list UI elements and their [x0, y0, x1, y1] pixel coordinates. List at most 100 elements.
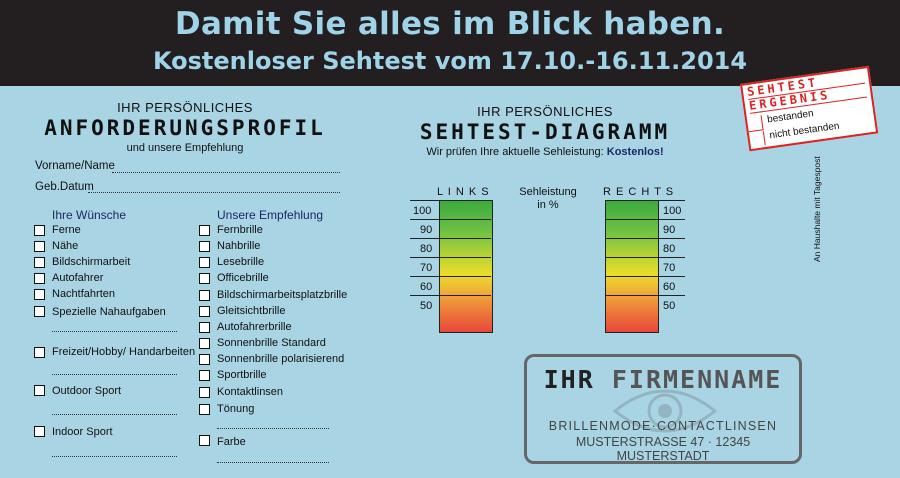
write-line[interactable]	[52, 374, 177, 375]
tick-line	[410, 219, 491, 220]
wishes-heading: Ihre Wünsche	[52, 208, 127, 222]
write-line[interactable]	[52, 414, 177, 415]
wish-label: Autofahrer	[52, 272, 104, 284]
middle-title: SEHTEST-DIAGRAMM	[419, 120, 671, 144]
tick-label: 90	[663, 224, 676, 236]
tick-label: 80	[663, 243, 676, 255]
dob-label: Geb.Datum	[35, 181, 94, 193]
rec-label: Farbe	[217, 436, 246, 448]
company-logo-box: IHR FIRMENNAME BRILLENMODE·CONTACTLINSEN…	[524, 354, 802, 464]
stamp-checkbox-passed[interactable]	[746, 115, 764, 133]
headline: Damit Sie alles im Blick haben.	[174, 6, 726, 42]
checkbox-autofahrerbrille[interactable]	[199, 322, 210, 333]
tick-line	[410, 276, 491, 277]
tick-label: 60	[663, 281, 676, 293]
performance-label: Sehleistung	[519, 186, 577, 198]
stamp-checkbox-failed[interactable]	[748, 131, 766, 148]
tick-label: 60	[420, 281, 433, 293]
rec-label: Fernbrille	[217, 224, 263, 236]
tick-line	[605, 200, 685, 201]
left-subtitle: und unsere Empfehlung	[126, 142, 244, 154]
tick-line	[605, 276, 685, 277]
wish-label: Freizeit/Hobby/ Handarbeiten	[52, 346, 196, 358]
right-eye-bar	[605, 200, 659, 333]
company-tagline: BRILLENMODE·CONTACTLINSEN	[548, 419, 778, 433]
write-line[interactable]	[217, 462, 329, 463]
checkbox-gleitsicht[interactable]	[199, 306, 210, 317]
rec-label: Sportbrille	[217, 369, 267, 381]
header-banner	[0, 0, 900, 86]
tick-label: 90	[420, 224, 433, 236]
rec-label: Autofahrerbrille	[217, 321, 292, 333]
left-eye-bar	[439, 200, 493, 333]
middle-pretitle: IHR PERSÖNLICHES	[477, 104, 613, 119]
checkbox-autofahrer[interactable]	[34, 273, 45, 284]
rec-label: Nahbrille	[217, 240, 261, 252]
company-address: MUSTERSTRASSE 47 · 12345 MUSTERSTADT	[575, 435, 751, 463]
checkbox-naehe[interactable]	[34, 241, 45, 252]
company-name: IHR FIRMENNAME	[543, 365, 783, 394]
tick-label: 70	[663, 262, 676, 274]
tick-line	[410, 295, 491, 296]
tick-label: 100	[413, 205, 432, 217]
checkbox-freizeit[interactable]	[34, 347, 45, 358]
name-label: Vorname/Name	[35, 160, 115, 172]
checkbox-lesebrille[interactable]	[199, 257, 210, 268]
tick-line	[410, 200, 491, 201]
tick-label: 100	[663, 205, 682, 217]
rec-label: Gleitsichtbrille	[217, 305, 286, 317]
tick-label: 50	[420, 300, 433, 312]
wish-label: Spezielle Nahaufgaben	[52, 306, 166, 318]
rec-label: Kontaktlinsen	[217, 386, 284, 398]
checkbox-kontaktlinsen[interactable]	[199, 387, 210, 398]
tick-label: 50	[663, 300, 676, 312]
rec-label: Sonnenbrille Standard	[217, 337, 326, 349]
tick-line	[410, 257, 491, 258]
recommendation-heading: Unsere Empfehlung	[217, 208, 324, 222]
write-line[interactable]	[52, 456, 177, 457]
tick-line	[605, 219, 685, 220]
checkbox-indoor[interactable]	[34, 426, 45, 437]
checkbox-nahaufgaben[interactable]	[34, 306, 45, 317]
rec-label: Tönung	[217, 403, 255, 415]
tick-line	[605, 238, 685, 239]
checkbox-officebrille[interactable]	[199, 273, 210, 284]
left-eye-label: L I N K S	[437, 186, 490, 198]
wish-label: Nachtfahrten	[52, 288, 115, 300]
performance-unit: in %	[537, 199, 559, 211]
name-field[interactable]	[112, 172, 340, 173]
rec-label: Bildschirmarbeitsplatzbrille	[217, 289, 348, 301]
side-note: An Haushalte mit Tagespost	[812, 156, 822, 262]
checkbox-nahbrille[interactable]	[199, 241, 210, 252]
tick-label: 70	[420, 262, 433, 274]
write-line[interactable]	[217, 428, 329, 429]
checkbox-outdoor[interactable]	[34, 385, 45, 396]
middle-subtitle: Wir prüfen Ihre aktuelle Sehleistung: Ko…	[426, 146, 664, 158]
wish-label: Outdoor Sport	[52, 385, 122, 397]
checkbox-sportbrille[interactable]	[199, 370, 210, 381]
tick-label: 80	[420, 243, 433, 255]
wish-label: Ferne	[52, 224, 81, 236]
stamp-option-passed: bestanden	[766, 108, 815, 126]
dob-field[interactable]	[88, 192, 340, 193]
checkbox-bildschirmarbeit[interactable]	[34, 257, 45, 268]
wish-label: Indoor Sport	[52, 426, 113, 438]
checkbox-bildschirmbrille[interactable]	[199, 290, 210, 301]
checkbox-sonnenbrille[interactable]	[199, 338, 210, 349]
tick-line	[605, 295, 685, 296]
subheadline: Kostenloser Sehtest vom 17.10.-16.11.201…	[152, 47, 748, 75]
checkbox-nachtfahrten[interactable]	[34, 289, 45, 300]
eye-icon	[613, 389, 717, 433]
checkbox-fernbrille[interactable]	[199, 225, 210, 236]
tick-line	[410, 238, 491, 239]
checkbox-toenung[interactable]	[199, 404, 210, 415]
rec-label: Sonnenbrille polarisierend	[217, 353, 345, 365]
rec-label: Lesebrille	[217, 256, 265, 268]
checkbox-ferne[interactable]	[34, 225, 45, 236]
write-line[interactable]	[52, 331, 177, 332]
checkbox-polarisierend[interactable]	[199, 354, 210, 365]
checkbox-farbe[interactable]	[199, 435, 210, 446]
wish-label: Bildschirmarbeit	[52, 256, 131, 268]
wish-label: Nähe	[52, 240, 79, 252]
left-pretitle: IHR PERSÖNLICHES	[117, 100, 253, 115]
